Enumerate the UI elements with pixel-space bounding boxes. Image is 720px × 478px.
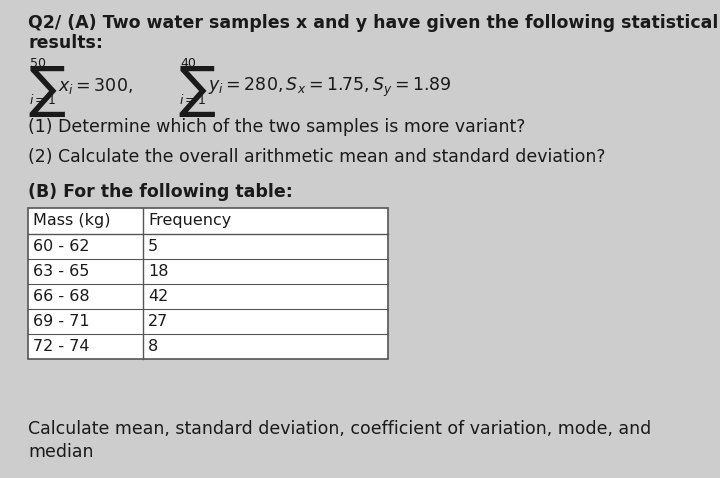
Text: $i=1$: $i=1$ — [179, 93, 207, 107]
Text: 50: 50 — [30, 57, 46, 70]
Text: 42: 42 — [148, 289, 168, 304]
Text: 72 - 74: 72 - 74 — [33, 339, 89, 354]
Text: Calculate mean, standard deviation, coefficient of variation, mode, and: Calculate mean, standard deviation, coef… — [28, 420, 652, 438]
Text: Mass (kg): Mass (kg) — [33, 213, 110, 228]
Text: median: median — [28, 443, 94, 461]
Text: (1) Determine which of the two samples is more variant?: (1) Determine which of the two samples i… — [28, 118, 526, 136]
Text: Q2/ (A) Two water samples x and y have given the following statistical: Q2/ (A) Two water samples x and y have g… — [28, 14, 719, 32]
Text: 69 - 71: 69 - 71 — [33, 314, 89, 329]
Text: (2) Calculate the overall arithmetic mean and standard deviation?: (2) Calculate the overall arithmetic mea… — [28, 148, 606, 166]
Text: 5: 5 — [148, 239, 158, 254]
Text: 8: 8 — [148, 339, 158, 354]
Text: $i=1$: $i=1$ — [29, 93, 57, 107]
Text: 40: 40 — [180, 57, 196, 70]
Text: 60 - 62: 60 - 62 — [33, 239, 89, 254]
Text: $\sum$: $\sum$ — [178, 64, 216, 119]
Text: 18: 18 — [148, 264, 168, 279]
Text: 27: 27 — [148, 314, 168, 329]
Text: 63 - 65: 63 - 65 — [33, 264, 89, 279]
Text: 66 - 68: 66 - 68 — [33, 289, 89, 304]
Text: $y_i = 280, S_x = 1.75, S_y = 1.89$: $y_i = 280, S_x = 1.75, S_y = 1.89$ — [208, 76, 451, 99]
Bar — [28, 208, 388, 359]
Text: results:: results: — [28, 34, 103, 52]
Text: Frequency: Frequency — [148, 213, 231, 228]
Text: (B) For the following table:: (B) For the following table: — [28, 183, 293, 201]
Text: $\sum$: $\sum$ — [28, 64, 66, 119]
Text: $x_i = 300,$: $x_i = 300,$ — [58, 76, 133, 96]
